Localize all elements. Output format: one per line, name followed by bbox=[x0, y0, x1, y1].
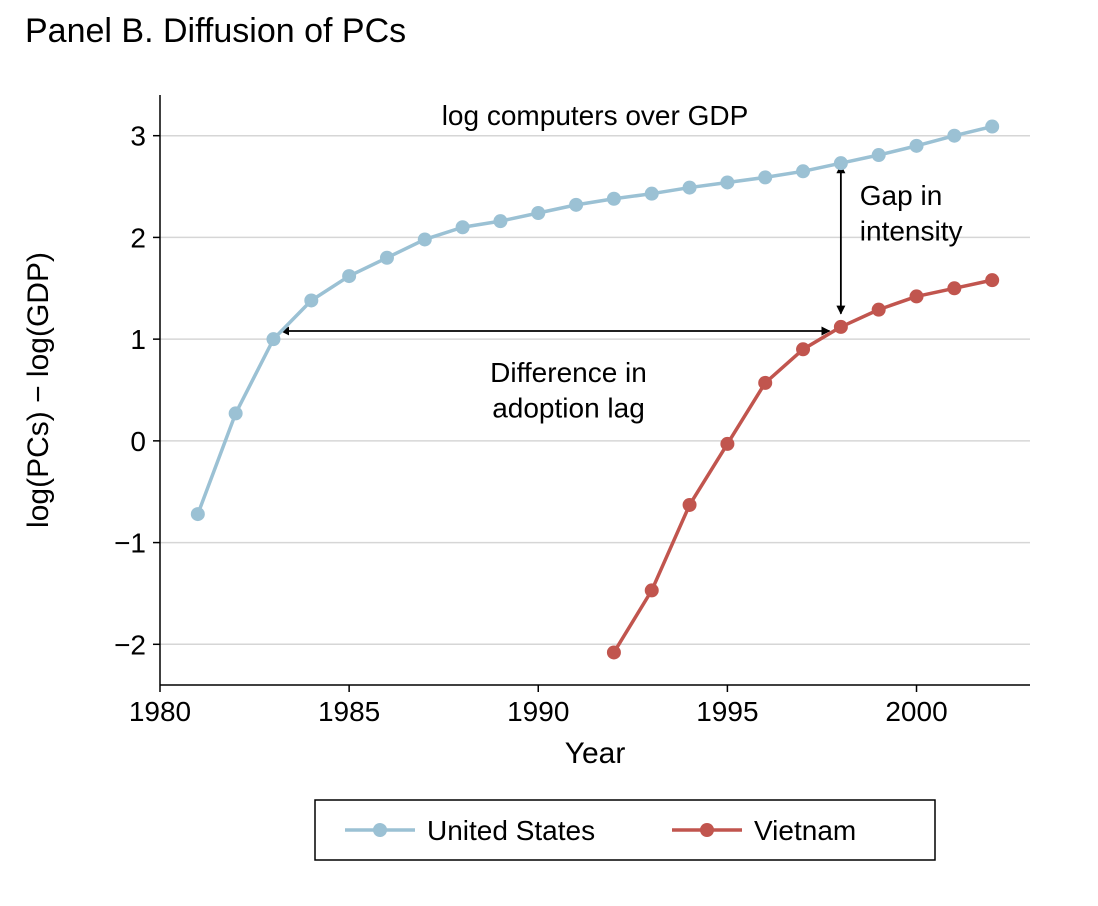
legend-marker bbox=[700, 823, 714, 837]
y-axis-label: log(PCs) − log(GDP) bbox=[22, 252, 55, 528]
y-tick-label: −1 bbox=[114, 528, 146, 559]
y-tick-label: 3 bbox=[130, 121, 146, 152]
chart-subtitle: log computers over GDP bbox=[442, 100, 749, 131]
series-marker-0 bbox=[229, 406, 243, 420]
series-marker-0 bbox=[796, 164, 810, 178]
x-tick-label: 1990 bbox=[507, 696, 569, 727]
series-marker-0 bbox=[720, 175, 734, 189]
series-marker-1 bbox=[683, 498, 697, 512]
series-marker-1 bbox=[720, 437, 734, 451]
series-marker-0 bbox=[380, 251, 394, 265]
series-marker-1 bbox=[758, 376, 772, 390]
chart-svg: Panel B. Diffusion of PCs −2 −1 0 1 2 3 1980 198… bbox=[0, 0, 1098, 906]
series-marker-0 bbox=[910, 139, 924, 153]
series-marker-0 bbox=[531, 206, 545, 220]
gap-label: Gap in bbox=[860, 180, 943, 211]
x-tick-label: 1995 bbox=[696, 696, 758, 727]
series-marker-0 bbox=[872, 148, 886, 162]
lag-label: adoption lag bbox=[492, 392, 645, 423]
series-marker-0 bbox=[985, 120, 999, 134]
x-tick-label: 2000 bbox=[885, 696, 947, 727]
y-tick-label: 0 bbox=[130, 426, 146, 457]
gap-label: intensity bbox=[860, 215, 963, 246]
series-marker-0 bbox=[607, 192, 621, 206]
panel-title: Panel B. Diffusion of PCs bbox=[25, 12, 406, 50]
series-marker-1 bbox=[834, 320, 848, 334]
series-marker-0 bbox=[493, 214, 507, 228]
y-tick-label: 1 bbox=[130, 324, 146, 355]
series-marker-0 bbox=[342, 269, 356, 283]
y-tick-label: −2 bbox=[114, 629, 146, 660]
series-marker-1 bbox=[985, 273, 999, 287]
series-marker-0 bbox=[834, 156, 848, 170]
series-marker-1 bbox=[947, 281, 961, 295]
legend-label: United States bbox=[427, 815, 595, 846]
legend-label: Vietnam bbox=[754, 815, 856, 846]
y-tick-label: 2 bbox=[130, 222, 146, 253]
series-marker-0 bbox=[758, 170, 772, 184]
series-marker-0 bbox=[645, 187, 659, 201]
series-marker-0 bbox=[191, 507, 205, 521]
series-marker-0 bbox=[418, 232, 432, 246]
x-tick-label: 1980 bbox=[129, 696, 191, 727]
series-marker-0 bbox=[569, 198, 583, 212]
chart-container: Panel B. Diffusion of PCs −2 −1 0 1 2 3 1980 198… bbox=[0, 0, 1098, 906]
x-axis-label: Year bbox=[565, 737, 626, 770]
lag-label: Difference in bbox=[490, 357, 647, 388]
series-marker-0 bbox=[266, 332, 280, 346]
series-marker-1 bbox=[910, 289, 924, 303]
series-marker-1 bbox=[872, 303, 886, 317]
legend-marker bbox=[373, 823, 387, 837]
series-marker-0 bbox=[683, 181, 697, 195]
series-marker-1 bbox=[607, 645, 621, 659]
series-marker-0 bbox=[456, 220, 470, 234]
series-marker-1 bbox=[645, 583, 659, 597]
series-marker-1 bbox=[796, 342, 810, 356]
series-marker-0 bbox=[304, 293, 318, 307]
series-marker-0 bbox=[947, 129, 961, 143]
x-tick-label: 1985 bbox=[318, 696, 380, 727]
